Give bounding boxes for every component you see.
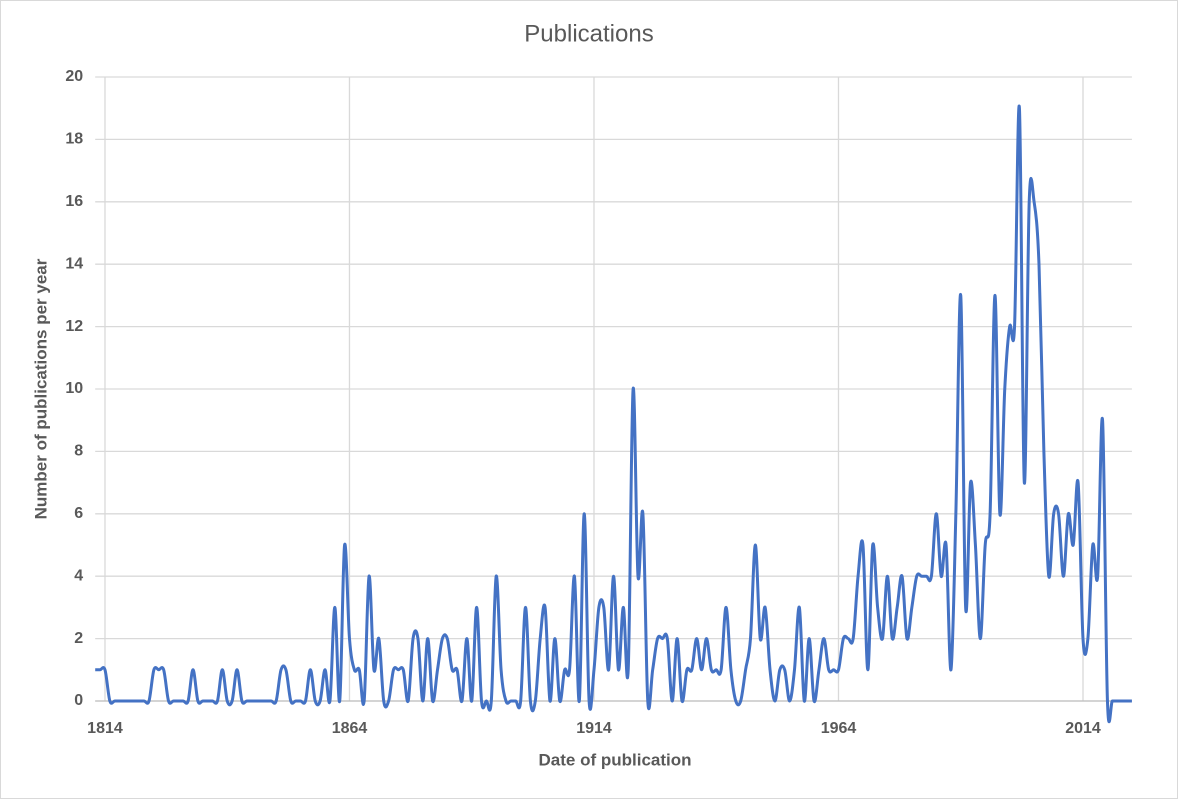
x-tick-label: 1964 [821, 720, 857, 737]
x-axis-label: Date of publication [539, 750, 692, 769]
y-tick-label: 0 [74, 692, 83, 709]
y-tick-label: 20 [65, 68, 83, 85]
x-tick-label: 1864 [332, 720, 368, 737]
y-tick-label: 16 [65, 193, 83, 210]
y-tick-label: 2 [74, 630, 83, 647]
y-tick-label: 8 [74, 443, 83, 460]
x-tick-label: 1814 [87, 720, 123, 737]
y-tick-label: 14 [65, 255, 83, 272]
chart-title: Publications [524, 20, 653, 47]
y-tick-label: 18 [65, 131, 83, 148]
y-tick-label: 10 [65, 380, 83, 397]
y-tick-label: 12 [65, 318, 83, 335]
y-tick-label: 6 [74, 505, 83, 522]
y-tick-label: 4 [74, 567, 83, 584]
x-tick-label: 1914 [576, 720, 612, 737]
line [95, 104, 1132, 724]
y-axis-label: Number of publications per year [31, 258, 50, 519]
x-tick-label: 2014 [1065, 720, 1101, 737]
